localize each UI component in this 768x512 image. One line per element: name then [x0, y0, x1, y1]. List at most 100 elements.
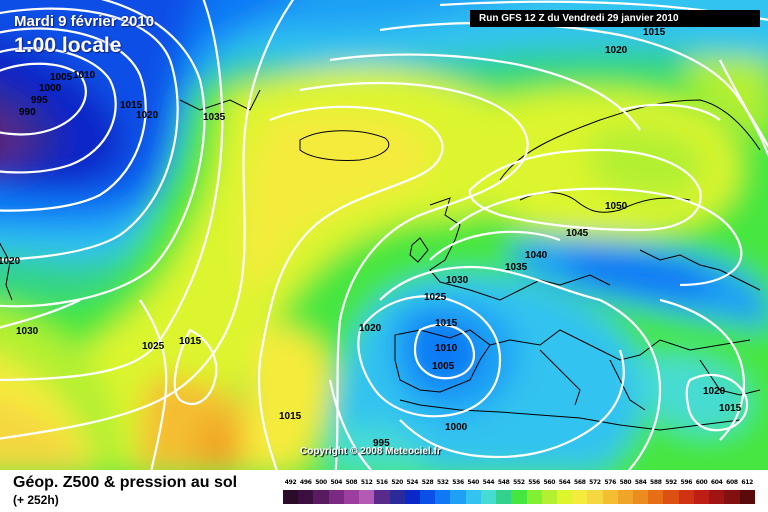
scale-label: 596 — [680, 479, 693, 486]
isobar-label: 1020 — [703, 386, 726, 397]
isobar-label: 1010 — [73, 70, 96, 81]
scale-swatch — [298, 490, 314, 504]
isobar-label: 1000 — [39, 83, 62, 94]
isobar-label: 1040 — [525, 250, 548, 261]
scale-label: 524 — [406, 479, 419, 486]
scale-label: 492 — [284, 479, 297, 486]
isobar-label: 1035 — [203, 112, 226, 123]
scale-swatch — [617, 490, 634, 504]
isobars — [0, 0, 768, 470]
isobar-label: 995 — [31, 95, 48, 106]
isobar-label: 1015 — [435, 318, 458, 329]
scale-swatch — [450, 490, 466, 504]
isobar-label: 1025 — [424, 292, 447, 303]
scale-label: 520 — [391, 479, 403, 486]
scale-label: 496 — [300, 479, 312, 486]
scale-swatch — [648, 490, 664, 504]
scale-label: 528 — [421, 479, 434, 486]
scale-label: 512 — [360, 479, 373, 486]
scale-swatch — [480, 490, 497, 504]
scale-label: 600 — [695, 479, 708, 486]
scale-swatch — [359, 490, 375, 504]
isobar-label: 1000 — [445, 422, 468, 433]
isobar-label: 1030 — [446, 275, 469, 286]
isobar-label: 1050 — [605, 201, 628, 212]
isobar-label: 1020 — [359, 323, 382, 334]
scale-swatch — [328, 490, 344, 504]
scale-swatch — [343, 490, 360, 504]
valid-time: 1:00 locale — [14, 34, 122, 57]
isobar-label: 990 — [19, 107, 36, 118]
scale-swatch — [511, 490, 527, 504]
scale-swatch — [693, 490, 710, 504]
scale-label: 592 — [665, 479, 677, 486]
scale-label: 580 — [619, 479, 632, 486]
scale-label: 536 — [452, 479, 464, 486]
color-scale-labels: 492 496 500 504 508 512 516 520 524 528 532 536 540 5… — [283, 479, 755, 488]
isobar-label: 1035 — [505, 262, 528, 273]
scale-label: 504 — [330, 479, 343, 486]
isobar-label: 1015 — [179, 336, 202, 347]
scale-label: 544 — [482, 479, 495, 486]
scale-label: 608 — [726, 479, 738, 486]
scale-label: 532 — [436, 479, 449, 486]
isobar-label: 1015 — [719, 403, 742, 414]
chart-caption: Géop. Z500 & pression au sol — [13, 474, 238, 491]
scale-swatch — [419, 490, 436, 504]
scale-swatch — [404, 490, 420, 504]
scale-swatch — [526, 490, 542, 504]
scale-label: 516 — [376, 479, 388, 486]
isobar-label: 1020 — [605, 45, 628, 56]
forecast-hour: (+ 252h) — [13, 493, 59, 507]
isobar-label: 1015 — [279, 411, 302, 422]
valid-date: Mardi 9 février 2010 — [14, 13, 155, 30]
isobar-label: 1005 — [432, 361, 455, 372]
scale-label: 576 — [604, 479, 617, 486]
coastlines — [0, 89, 761, 431]
scale-swatch — [678, 490, 694, 504]
scale-swatch — [374, 490, 390, 504]
scale-label: 564 — [558, 479, 571, 486]
isobar-label: 995 — [373, 438, 390, 449]
isobar-label: 1030 — [16, 326, 39, 337]
color-scale: 492 496 500 504 508 512 516 520 524 528 532 536 540 5… — [283, 470, 755, 510]
scale-label: 508 — [345, 479, 358, 486]
scale-label: 548 — [497, 479, 510, 486]
isobar-label: 1020 — [0, 256, 21, 267]
isobar-label: 1010 — [435, 343, 458, 354]
scale-swatch — [724, 490, 740, 504]
run-info: Run GFS 12 Z du Vendredi 29 janvier 2010 — [470, 10, 760, 27]
scale-label: 500 — [315, 479, 327, 486]
scale-swatch — [572, 490, 588, 504]
scale-swatch — [435, 490, 451, 504]
isobar-label: 1005 — [50, 72, 73, 83]
isobar-label: 1025 — [142, 341, 165, 352]
scale-swatch — [541, 490, 557, 504]
scale-swatch — [465, 490, 481, 504]
isobar-label: 1015 — [643, 27, 666, 38]
isobar-label: 1045 — [566, 228, 589, 239]
scale-label: 568 — [573, 479, 586, 486]
scale-swatch — [633, 490, 649, 504]
scale-swatch — [739, 490, 755, 504]
scale-label: 584 — [634, 479, 647, 486]
scale-label: 560 — [543, 479, 556, 486]
scale-label: 588 — [650, 479, 662, 486]
scale-swatch — [709, 490, 725, 504]
scale-swatch — [496, 490, 512, 504]
scale-label: 572 — [589, 479, 601, 486]
color-scale-swatches — [283, 490, 755, 504]
scale-label: 556 — [528, 479, 540, 486]
legend-footer: Géop. Z500 & pression au sol (+ 252h) 49… — [0, 470, 768, 512]
scale-swatch — [283, 490, 299, 504]
scale-swatch — [313, 490, 329, 504]
scale-swatch — [602, 490, 618, 504]
scale-swatch — [663, 490, 679, 504]
scale-label: 604 — [710, 479, 723, 486]
scale-label: 540 — [467, 479, 480, 486]
isobar-label: 1015 — [120, 100, 143, 111]
scale-swatch — [556, 490, 573, 504]
